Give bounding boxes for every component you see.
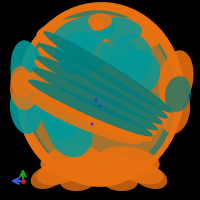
Ellipse shape (64, 152, 136, 178)
Ellipse shape (60, 171, 96, 191)
Ellipse shape (90, 19, 106, 31)
Ellipse shape (37, 159, 83, 185)
Ellipse shape (39, 43, 168, 119)
Ellipse shape (34, 59, 162, 129)
Ellipse shape (30, 96, 142, 144)
Ellipse shape (53, 15, 115, 49)
Ellipse shape (10, 82, 42, 134)
Ellipse shape (10, 66, 33, 98)
Ellipse shape (55, 32, 97, 64)
Ellipse shape (10, 70, 38, 110)
Ellipse shape (102, 171, 138, 191)
Ellipse shape (28, 83, 152, 141)
Ellipse shape (36, 56, 163, 124)
Ellipse shape (117, 160, 163, 184)
Ellipse shape (24, 10, 176, 178)
Ellipse shape (31, 165, 65, 189)
Ellipse shape (133, 165, 167, 189)
Ellipse shape (31, 71, 157, 135)
Ellipse shape (158, 50, 194, 110)
Ellipse shape (36, 16, 164, 56)
Ellipse shape (99, 105, 101, 107)
Ellipse shape (36, 80, 68, 124)
Ellipse shape (120, 50, 160, 94)
Ellipse shape (91, 123, 93, 125)
Ellipse shape (10, 40, 46, 112)
Ellipse shape (160, 86, 190, 134)
Ellipse shape (94, 98, 98, 102)
Ellipse shape (59, 37, 109, 75)
Ellipse shape (100, 39, 140, 69)
Ellipse shape (47, 103, 93, 157)
Ellipse shape (28, 14, 172, 174)
Ellipse shape (28, 79, 153, 137)
Ellipse shape (32, 68, 158, 130)
Ellipse shape (90, 17, 142, 41)
Ellipse shape (40, 145, 100, 175)
Ellipse shape (100, 146, 160, 174)
Ellipse shape (88, 13, 112, 29)
Ellipse shape (41, 92, 79, 140)
Ellipse shape (38, 47, 166, 123)
Ellipse shape (108, 34, 152, 86)
Ellipse shape (16, 2, 184, 186)
Ellipse shape (43, 31, 173, 113)
Ellipse shape (40, 23, 152, 61)
Ellipse shape (165, 76, 191, 112)
Ellipse shape (41, 35, 171, 117)
Ellipse shape (72, 165, 128, 187)
